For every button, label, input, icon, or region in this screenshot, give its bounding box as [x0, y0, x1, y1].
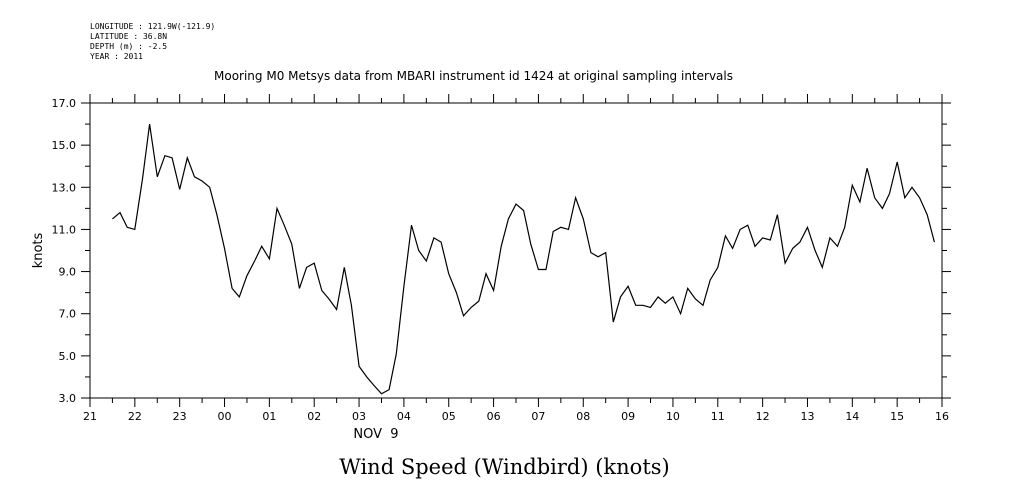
x-tick-label: 15: [890, 410, 904, 423]
x-tick-label: 21: [83, 410, 97, 423]
x-tick-label: 23: [173, 410, 187, 423]
x-tick-label: 00: [218, 410, 232, 423]
latitude-text: LATITUDE : 36.8N: [90, 32, 168, 41]
y-tick-label: 7.0: [59, 308, 77, 321]
y-axis-label: knots: [31, 232, 46, 268]
year-text: YEAR : 2011: [90, 52, 143, 61]
y-tick-label: 9.0: [59, 266, 77, 279]
x-tick-label: 10: [666, 410, 680, 423]
x-tick-label: 05: [442, 410, 456, 423]
metadata-block: LONGITUDE : 121.9W(-121.9) LATITUDE : 36.…: [90, 22, 215, 62]
depth-text: DEPTH (m) : -2.5: [90, 42, 168, 51]
x-tick-label: 16: [935, 410, 949, 423]
x-tick-label: 07: [531, 410, 545, 423]
x-tick-label: 02: [307, 410, 321, 423]
x-tick-label: 08: [576, 410, 590, 423]
x-tick-label: 11: [711, 410, 725, 423]
x-tick-label: 13: [800, 410, 814, 423]
y-tick-label: 13.0: [52, 181, 77, 194]
wind-speed-series-line: [112, 124, 935, 395]
x-tick-label: 22: [128, 410, 142, 423]
longitude-text: LONGITUDE : 121.9W(-121.9): [90, 22, 216, 31]
plot-frame: [89, 102, 943, 399]
x-tick-label: 06: [487, 410, 501, 423]
chart-title: Mooring M0 Metsys data from MBARI instru…: [214, 69, 733, 83]
x-axis-label: NOV 9: [353, 427, 398, 442]
footer-title: Wind Speed (Windbird) (knots): [339, 455, 670, 479]
y-tick-label: 11.0: [52, 223, 77, 236]
y-tick-label: 3.0: [59, 392, 77, 405]
y-tick-label: 5.0: [59, 350, 77, 363]
x-tick-label: 03: [352, 410, 366, 423]
x-tick-label: 04: [397, 410, 411, 423]
x-tick-label: 12: [756, 410, 770, 423]
y-tick-label: 17.0: [52, 97, 77, 110]
x-tick-label: 09: [621, 410, 635, 423]
y-tick-label: 15.0: [52, 139, 77, 152]
x-tick-label: 14: [845, 410, 859, 423]
x-tick-label: 01: [262, 410, 276, 423]
